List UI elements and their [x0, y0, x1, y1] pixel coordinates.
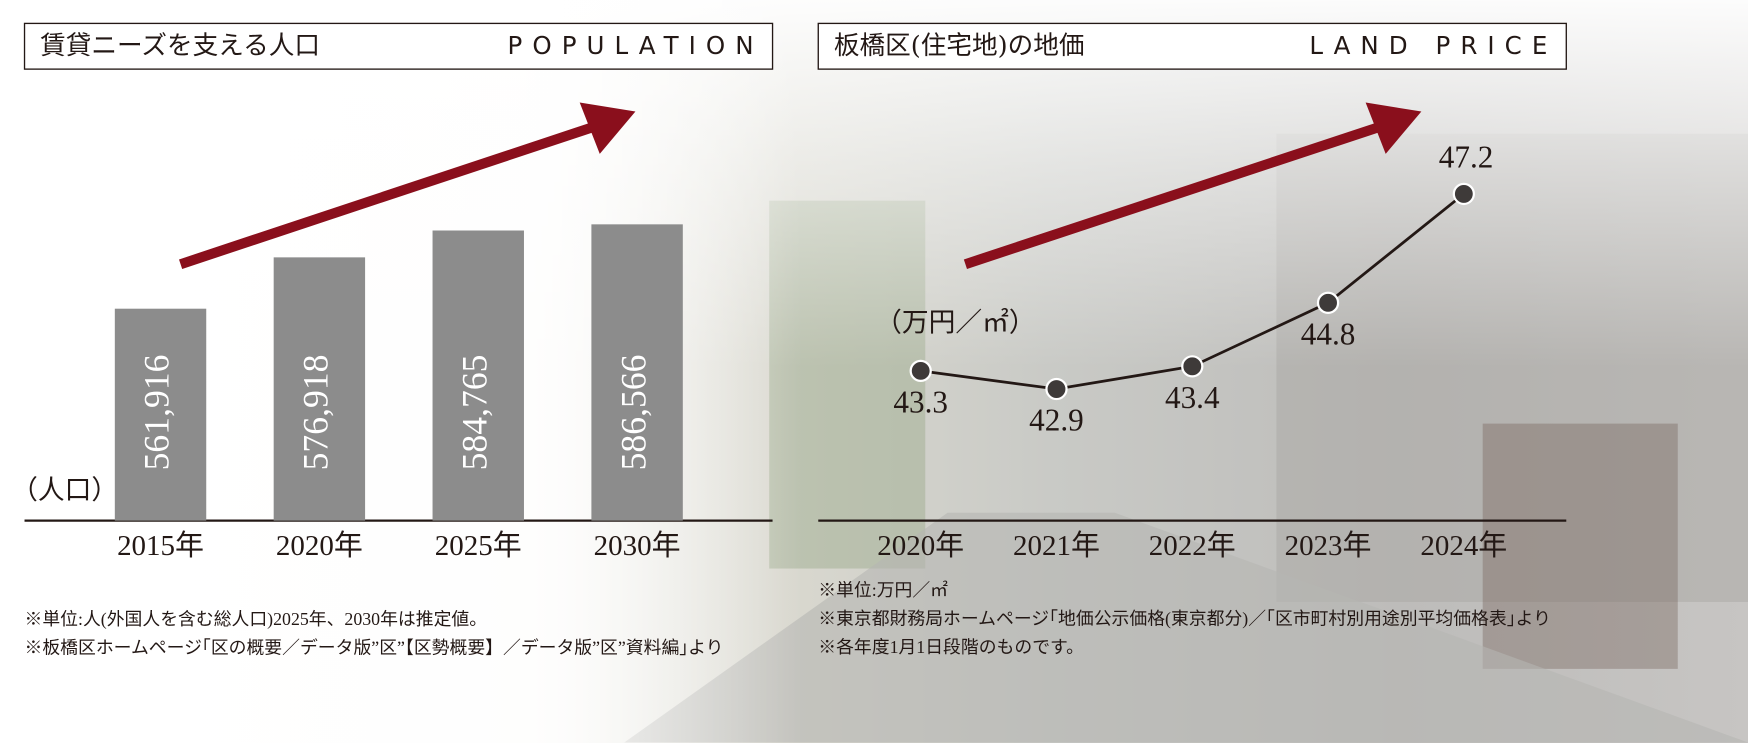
x-tick-label: 2021年 — [1013, 530, 1100, 562]
note: ※板橋区ホームページ｢区の概要／データ版”区”【区勢概要】／データ版”区”資料編… — [25, 637, 724, 657]
road — [624, 512, 1748, 743]
chart-title: 板橋区(住宅地)の地価 — [834, 31, 1085, 61]
point — [1316, 291, 1340, 314]
bar — [432, 230, 524, 521]
chart-subtitle: LAND PRICE — [1309, 31, 1557, 60]
x-tick-label: 2020年 — [276, 530, 363, 562]
value-label: 586,566 — [613, 355, 653, 471]
gate — [1482, 423, 1678, 669]
value-label: 43.3 — [893, 385, 948, 420]
bar — [591, 224, 683, 521]
value-label: 44.8 — [1301, 317, 1356, 352]
x-tick-label: 2020年 — [877, 530, 964, 562]
chart-subtitle: POPULATION — [508, 31, 764, 60]
value-label: 584,765 — [454, 355, 494, 471]
bar — [273, 257, 366, 521]
value-label: 42.9 — [1029, 403, 1084, 438]
value-label: 47.2 — [1439, 140, 1494, 175]
value-label: 43.4 — [1165, 380, 1220, 415]
value-label: 576,918 — [296, 355, 336, 471]
arrow — [963, 102, 1422, 269]
y-axis-label: （万円／㎡） — [875, 308, 1036, 338]
bar — [114, 308, 207, 521]
x-tick-label: 2022年 — [1149, 530, 1236, 562]
title-box — [23, 22, 774, 70]
title-box — [817, 22, 1567, 70]
x-tick-label: 2025年 — [435, 530, 522, 562]
value-label: 561,916 — [137, 355, 177, 471]
point — [1452, 182, 1475, 206]
x-tick-label: 2023年 — [1285, 530, 1372, 562]
x-tick-label: 2030年 — [594, 530, 681, 562]
note: ※単位:人(外国人を含む総人口)2025年、2030年は推定値。 — [25, 609, 488, 630]
note: ※単位:万円／㎡ — [818, 579, 948, 600]
arrow — [179, 102, 636, 269]
note: ※東京都財務局ホームページ｢地価公示価格(東京都分)／｢区市町村別用途別平均価格… — [818, 608, 1551, 629]
point — [1045, 377, 1068, 401]
y-axis-label: （人口） — [11, 475, 118, 505]
chart-title: 賃貸ニーズを支える人口 — [40, 31, 320, 61]
note: ※各年度1月1日段階のものです。 — [818, 637, 1084, 657]
x-tick-label: 2024年 — [1420, 530, 1507, 562]
point — [909, 359, 932, 383]
point — [1181, 355, 1204, 378]
x-tick-label: 2015年 — [117, 530, 204, 562]
